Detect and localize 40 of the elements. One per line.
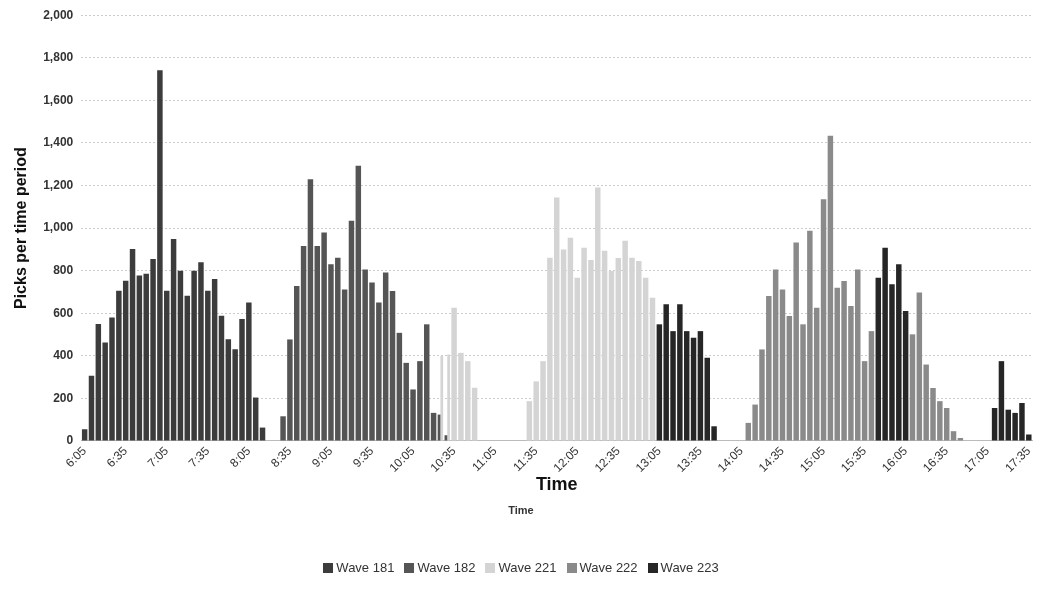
bar bbox=[998, 361, 1005, 441]
bar bbox=[820, 199, 827, 441]
bar bbox=[690, 337, 697, 441]
legend-label: Wave 223 bbox=[660, 560, 719, 575]
y-tick-label: 1,200 bbox=[43, 177, 74, 192]
x-tick-label: 7:35 bbox=[185, 443, 213, 471]
y-tick-label: 1,800 bbox=[43, 50, 74, 65]
text: Time bbox=[507, 503, 535, 518]
bar bbox=[307, 179, 314, 441]
y-tick-label: 1,000 bbox=[43, 220, 74, 235]
y-tick-label: 800 bbox=[53, 262, 74, 277]
bar bbox=[909, 334, 916, 441]
bar bbox=[868, 331, 875, 441]
y-axis-title: Picks per time period bbox=[12, 147, 30, 310]
bar bbox=[389, 291, 396, 441]
y-tick-label: 200 bbox=[53, 390, 74, 405]
bar bbox=[861, 361, 868, 441]
y-tick-label: 1,400 bbox=[43, 135, 74, 150]
bar bbox=[300, 245, 307, 441]
x-tick-label: 7:05 bbox=[144, 443, 172, 471]
bar bbox=[129, 248, 136, 441]
bar bbox=[81, 429, 88, 441]
y-tick-label: 2,000 bbox=[43, 7, 74, 22]
y-tick-label: 600 bbox=[53, 305, 74, 320]
bar bbox=[991, 407, 998, 441]
legend-label: Wave 182 bbox=[417, 560, 476, 575]
y-tick-label: 1,600 bbox=[43, 92, 74, 107]
y-tick-label: 0 bbox=[66, 433, 74, 448]
bar bbox=[697, 331, 704, 441]
bar bbox=[779, 289, 786, 441]
legend-label: Wave 221 bbox=[498, 560, 557, 575]
x-axis-title: Time bbox=[535, 474, 578, 495]
legend-label: Wave 222 bbox=[579, 560, 638, 575]
bar bbox=[218, 315, 225, 441]
y-tick-label: 400 bbox=[53, 348, 74, 363]
bar bbox=[348, 220, 355, 441]
bar bbox=[170, 238, 177, 441]
bar bbox=[88, 375, 95, 441]
bar bbox=[177, 270, 184, 441]
legend-label: Wave 181 bbox=[336, 560, 395, 575]
